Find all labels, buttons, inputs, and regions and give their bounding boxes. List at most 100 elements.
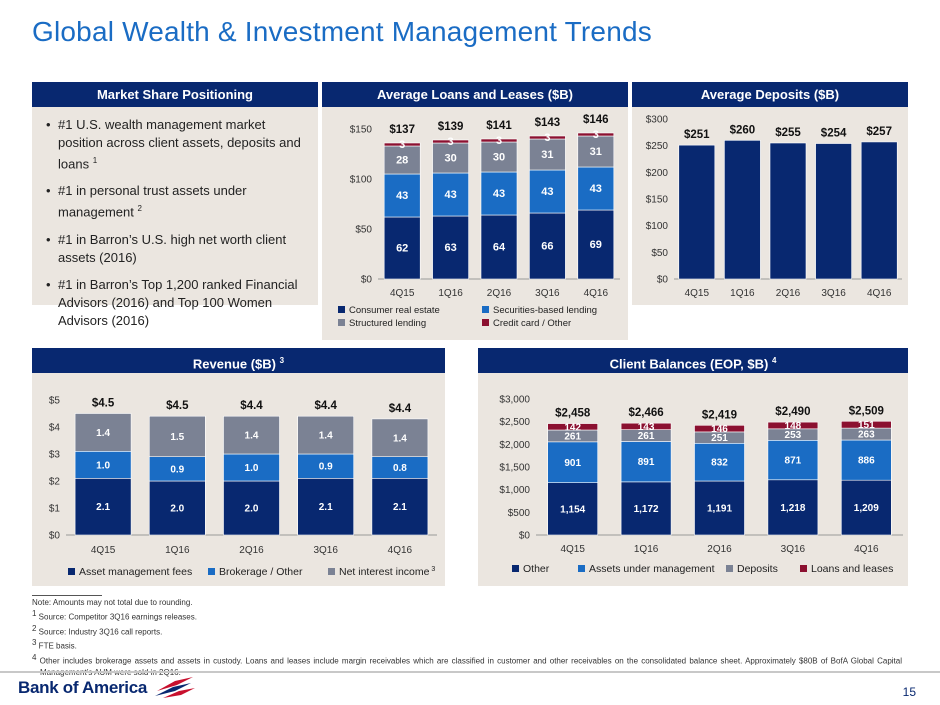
total-label: $255 — [775, 127, 801, 139]
data-label: 30 — [493, 152, 505, 164]
bar-segment — [480, 141, 518, 173]
data-label: 28 — [396, 155, 408, 167]
bullet-footnote-ref: 1 — [92, 156, 98, 165]
bar-segment — [529, 169, 566, 214]
total-label: $4.4 — [315, 400, 338, 412]
legend-swatch — [800, 565, 807, 572]
legend-swatch — [578, 565, 585, 572]
data-label: 1.4 — [245, 431, 259, 442]
footnote: 3 FTE basis. — [32, 638, 77, 651]
data-label: 1.4 — [319, 431, 333, 442]
data-label: 1.4 — [96, 428, 110, 439]
legend-swatch — [726, 565, 733, 572]
bar-segment — [577, 209, 615, 280]
data-label: 0.9 — [170, 464, 184, 475]
footnote: 2 Source: Industry 3Q16 call reports. — [32, 623, 163, 637]
bar-segment — [678, 144, 716, 280]
y-tick-label: $0 — [657, 275, 669, 286]
revenue-chart: $0 $1 $2 $3 $4 $5 4Q15 2.1 1.0 1.4 $4.5 1Q16 2.0 0.9 1… — [49, 396, 437, 578]
legend-label: Deposits — [737, 563, 778, 575]
bar-segment — [724, 140, 761, 280]
bar-segment — [383, 173, 421, 218]
bar-segment — [383, 142, 421, 147]
total-label: $2,458 — [555, 408, 591, 420]
bar-segment — [860, 141, 898, 280]
legend-label: Brokerage / Other — [219, 566, 303, 578]
footnote: 4 Other includes brokerage assets and as… — [32, 652, 902, 677]
y-tick-label: $200 — [646, 168, 669, 179]
x-tick-label: 1Q16 — [634, 544, 659, 555]
bar-segment — [529, 212, 566, 280]
data-label: 143 — [638, 422, 655, 433]
data-label: 148 — [785, 421, 802, 432]
footnote-number: 1 — [32, 609, 37, 618]
data-label: 3 — [544, 132, 550, 144]
notes-divider — [32, 595, 102, 596]
deposits-header: Average Deposits ($B) — [632, 82, 908, 107]
bar-segment — [547, 423, 598, 431]
x-tick-label: 3Q16 — [821, 288, 846, 299]
market-share-bullet: #1 U.S. wealth management market positio… — [46, 116, 308, 173]
legend-footnote-ref: 3 — [429, 566, 435, 573]
balances-header-text: Client Balances (EOP, $B) — [609, 356, 769, 372]
data-label: 2.1 — [319, 502, 333, 513]
data-label: 43 — [396, 190, 408, 202]
y-tick-label: $100 — [646, 221, 669, 232]
revenue-panel: Revenue ($B) 3 $0 $1 $2 $3 $4 $5 4Q15 2.1 1.0 1.4… — [32, 348, 445, 586]
deposits-panel: Average Deposits ($B) $0 $50 $100 $150 $200 $… — [632, 82, 908, 305]
data-label: 2.0 — [170, 504, 184, 515]
bar-segment — [694, 442, 745, 482]
total-label: $139 — [438, 121, 464, 133]
legend-label: Credit card / Other — [493, 318, 571, 329]
x-tick-label: 3Q16 — [781, 544, 806, 555]
revenue-header: Revenue ($B) 3 — [32, 348, 445, 373]
balances-header: Client Balances (EOP, $B) 4 — [478, 348, 908, 373]
y-tick-label: $500 — [508, 508, 531, 519]
balances-header-sup: 4 — [771, 356, 777, 365]
legend-label: Securities-based lending — [493, 305, 597, 316]
data-label: 43 — [444, 189, 456, 201]
data-label: 1,218 — [780, 503, 805, 514]
bar-segment — [432, 172, 469, 217]
y-tick-label: $300 — [646, 115, 669, 126]
page-title: Global Wealth & Investment Management Tr… — [32, 16, 652, 47]
bar-segment — [74, 451, 132, 479]
legend-label: Structured lending — [349, 318, 426, 329]
data-label: 30 — [444, 153, 456, 165]
data-label: 43 — [590, 183, 602, 195]
market-share-bullets: #1 U.S. wealth management market positio… — [46, 116, 308, 339]
y-tick-label: $0 — [361, 275, 373, 286]
x-tick-label: 2Q16 — [239, 545, 264, 556]
bar-segment — [577, 166, 615, 211]
data-label: 31 — [541, 149, 553, 161]
y-tick-label: $0 — [519, 531, 531, 542]
footnotes: Note: Amounts may not total due to round… — [32, 597, 902, 678]
deposits-chart: $0 $50 $100 $150 $200 $250 $300 4Q15 $251 1Q16 $26… — [646, 115, 902, 299]
data-label: 151 — [858, 420, 875, 431]
bar-segment — [620, 481, 672, 536]
revenue-header-sup: 3 — [279, 356, 285, 365]
bar-segment — [297, 415, 355, 455]
data-label: 69 — [590, 239, 602, 251]
bar-segment — [74, 413, 132, 452]
bank-logo: Bank of America — [18, 676, 197, 700]
legend-label: Consumer real estate — [349, 305, 440, 316]
loans-chart: $0 $50 $100 $150 4Q15 62 43 28 3 $137 1Q16 63 43 30 3 $… — [338, 114, 620, 329]
data-label: 62 — [396, 243, 408, 255]
total-label: $4.5 — [166, 400, 189, 412]
y-tick-label: $50 — [651, 248, 668, 259]
loans-panel: Average Loans and Leases ($B) $0 $50 $100 $… — [322, 82, 628, 340]
data-label: 891 — [638, 457, 655, 468]
total-label: $2,419 — [702, 409, 737, 421]
total-label: $143 — [535, 117, 561, 129]
bar-segment — [767, 421, 819, 430]
bar-segment — [383, 216, 421, 280]
market-share-header: Market Share Positioning — [32, 82, 318, 107]
flag-icon — [155, 677, 196, 698]
data-label: 1,191 — [707, 504, 732, 515]
legend-swatch — [338, 319, 345, 326]
market-share-bullet: #1 in personal trust assets under manage… — [46, 182, 308, 221]
legend-label: Loans and leases — [811, 563, 893, 575]
bar-segment — [74, 478, 132, 536]
data-label: 263 — [858, 430, 875, 441]
